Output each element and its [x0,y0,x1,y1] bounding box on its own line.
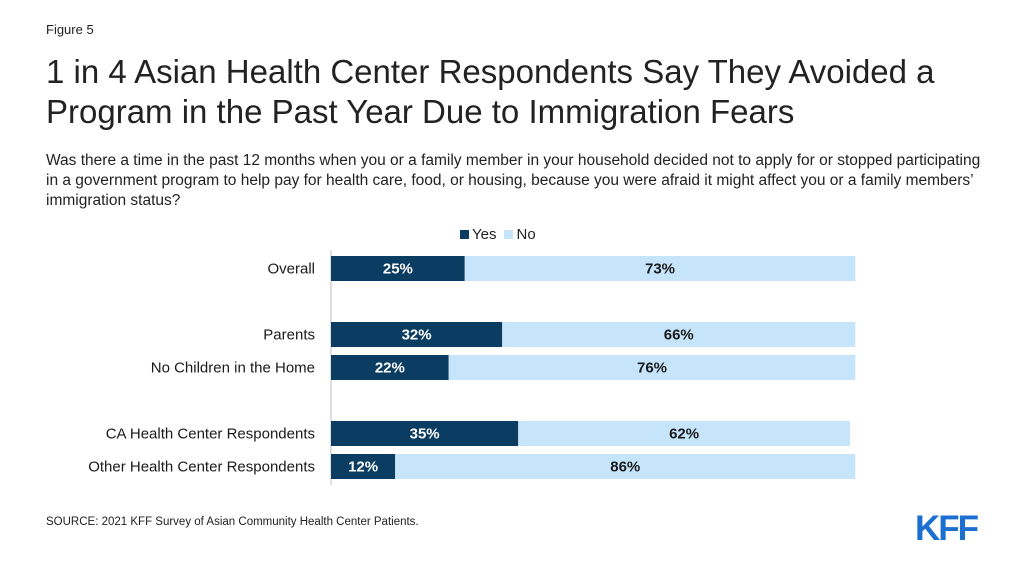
bar-yes [331,355,449,380]
bar-yes [331,322,503,347]
bar-no [518,421,850,446]
category-label: CA Health Center Respondents [106,426,315,443]
legend: Yes No [460,226,536,243]
data-label-yes: 35% [410,426,440,443]
data-label-no: 62% [669,426,699,443]
data-label-yes: 25% [383,261,413,278]
data-label-yes: 22% [375,360,405,377]
legend-item-no: No [504,226,536,243]
category-label: Parents [263,327,315,344]
chart-title: 1 in 4 Asian Health Center Respondents S… [46,53,935,130]
legend-label-yes: Yes [472,226,497,243]
data-label-yes: 12% [348,459,378,476]
bar-no [395,454,856,479]
bar-no [464,256,856,281]
legend-item-yes: Yes [460,226,496,243]
data-label-no: 76% [637,360,667,377]
data-label-no: 86% [610,459,640,476]
kff-logo-text: KFF [915,510,979,544]
category-label: Other Health Center Respondents [88,459,315,476]
category-label: Overall [267,261,315,278]
legend-label-no: No [516,226,536,243]
bar-yes [331,421,519,446]
bar-yes [331,454,396,479]
legend-swatch-yes [460,230,469,239]
bar-no [502,322,856,347]
bar-no [448,355,856,380]
bar-yes [331,256,465,281]
figure-label: Figure 5 [46,22,94,37]
source-note: SOURCE: 2021 KFF Survey of Asian Communi… [46,516,419,528]
chart-subtitle: Was there a time in the past 12 months w… [46,152,981,209]
data-label-no: 73% [645,261,675,278]
legend-swatch-no [504,230,514,239]
data-label-yes: 32% [402,327,432,344]
category-label: No Children in the Home [151,360,315,377]
kff-logo: KFF [915,510,981,544]
data-label-no: 66% [664,327,694,344]
